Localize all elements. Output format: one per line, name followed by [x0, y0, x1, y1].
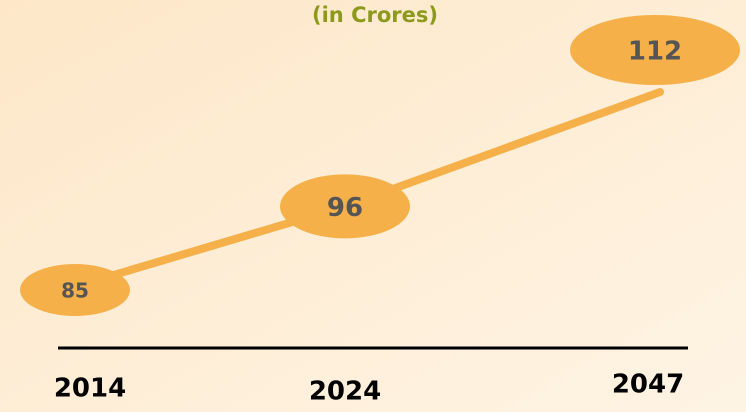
chart-subtitle: (in Crores)	[312, 3, 438, 27]
x-tick-label: 2024	[309, 377, 381, 407]
x-tick-label: 2047	[612, 370, 684, 400]
value-label: 112	[628, 37, 682, 67]
value-bubble	[570, 15, 740, 85]
value-bubble	[20, 264, 130, 316]
value-label: 85	[61, 279, 89, 303]
value-label: 96	[327, 193, 363, 223]
x-tick-label: 2014	[54, 374, 126, 404]
value-bubble	[280, 174, 410, 239]
